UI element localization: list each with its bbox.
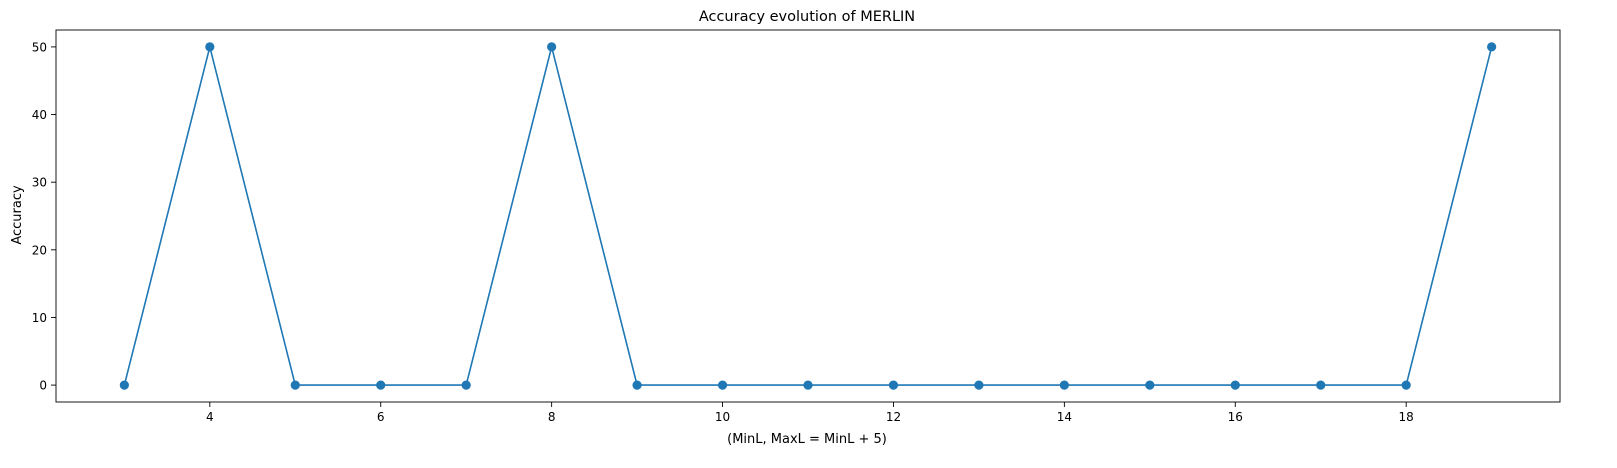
data-point — [974, 380, 984, 390]
data-point — [205, 42, 215, 52]
data-point — [376, 380, 386, 390]
data-point — [803, 380, 813, 390]
y-tick-label: 10 — [32, 311, 47, 325]
y-tick-label: 30 — [32, 176, 47, 190]
y-axis-label: Accuracy — [10, 185, 25, 245]
series-line — [123, 46, 1493, 386]
data-point — [888, 380, 899, 390]
chart-title: Accuracy evolution of MERLIN — [699, 9, 915, 25]
axes-frame — [55, 29, 1561, 403]
data-point — [290, 380, 300, 390]
data-point — [1401, 380, 1411, 390]
data-point — [1230, 380, 1240, 390]
x-axis-label: (MinL, MaxL = MinL + 5) — [727, 432, 887, 447]
y-tick-label: 40 — [32, 108, 47, 122]
data-point — [1145, 380, 1155, 390]
data-point — [632, 380, 642, 390]
data-point — [547, 42, 557, 52]
x-tick-label: 12 — [886, 410, 901, 424]
x-tick-label: 14 — [1057, 410, 1072, 424]
plot-area: 4 6 8 10 12 14 16 18 0 10 20 30 40 50 — [32, 29, 1561, 424]
data-point — [1487, 42, 1497, 52]
y-tick-label: 20 — [32, 243, 47, 257]
x-tick-label: 18 — [1399, 410, 1414, 424]
x-tick-label: 8 — [548, 410, 556, 424]
data-point — [1316, 380, 1326, 390]
x-tick-label: 16 — [1228, 410, 1243, 424]
data-point — [717, 380, 728, 390]
x-tick-label: 4 — [206, 410, 214, 424]
y-tick-label: 0 — [39, 379, 47, 393]
data-point — [1059, 380, 1069, 390]
x-tick-label: 10 — [715, 410, 730, 424]
y-tick-label: 50 — [32, 40, 47, 54]
data-point — [119, 380, 129, 390]
data-point — [461, 380, 471, 390]
x-tick-label: 6 — [377, 410, 385, 424]
